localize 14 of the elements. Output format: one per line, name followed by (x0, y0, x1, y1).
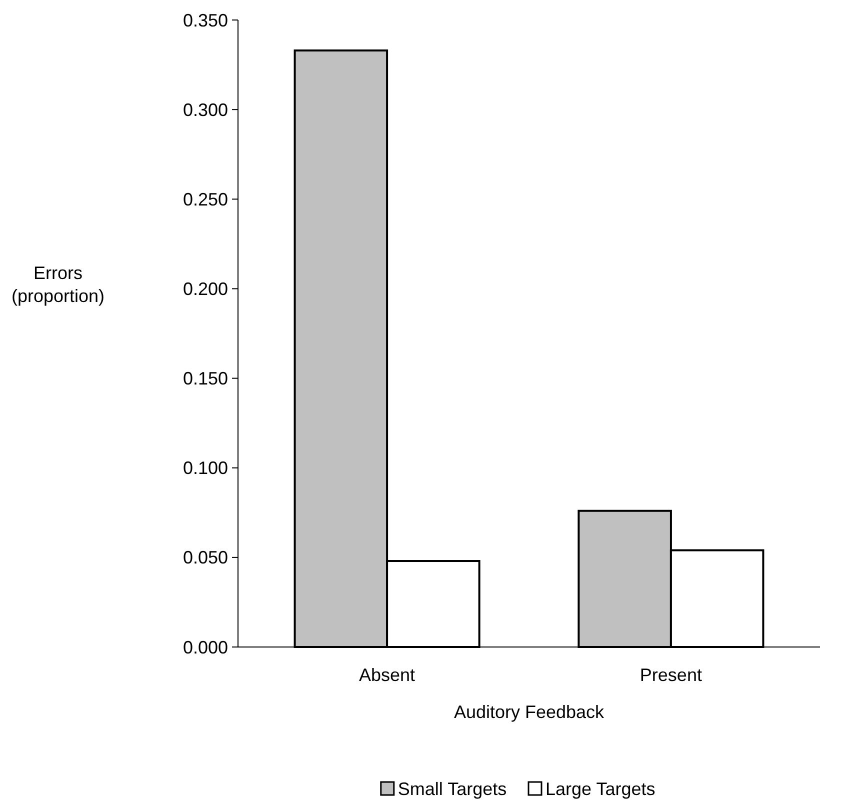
y-tick-label: 0.300 (182, 100, 228, 120)
y-tick-label: 0.100 (182, 458, 228, 478)
y-tick-label: 0.350 (182, 10, 228, 30)
x-tick-label: Absent (359, 665, 416, 685)
legend-label: Small Targets (398, 779, 507, 799)
legend-label: Large Targets (546, 779, 656, 799)
y-axis-title: Errors (proportion) (11, 263, 105, 306)
y-tick-label: 0.200 (182, 279, 228, 300)
y-tick-label: 0.000 (182, 637, 228, 658)
x-tick-label: Present (640, 665, 702, 685)
x-axis-title: Auditory Feedback (454, 702, 606, 722)
y-tick-label: 0.050 (182, 548, 228, 568)
y-tick-label: 0.250 (182, 189, 228, 210)
y-tick-label: 0.150 (182, 368, 228, 389)
